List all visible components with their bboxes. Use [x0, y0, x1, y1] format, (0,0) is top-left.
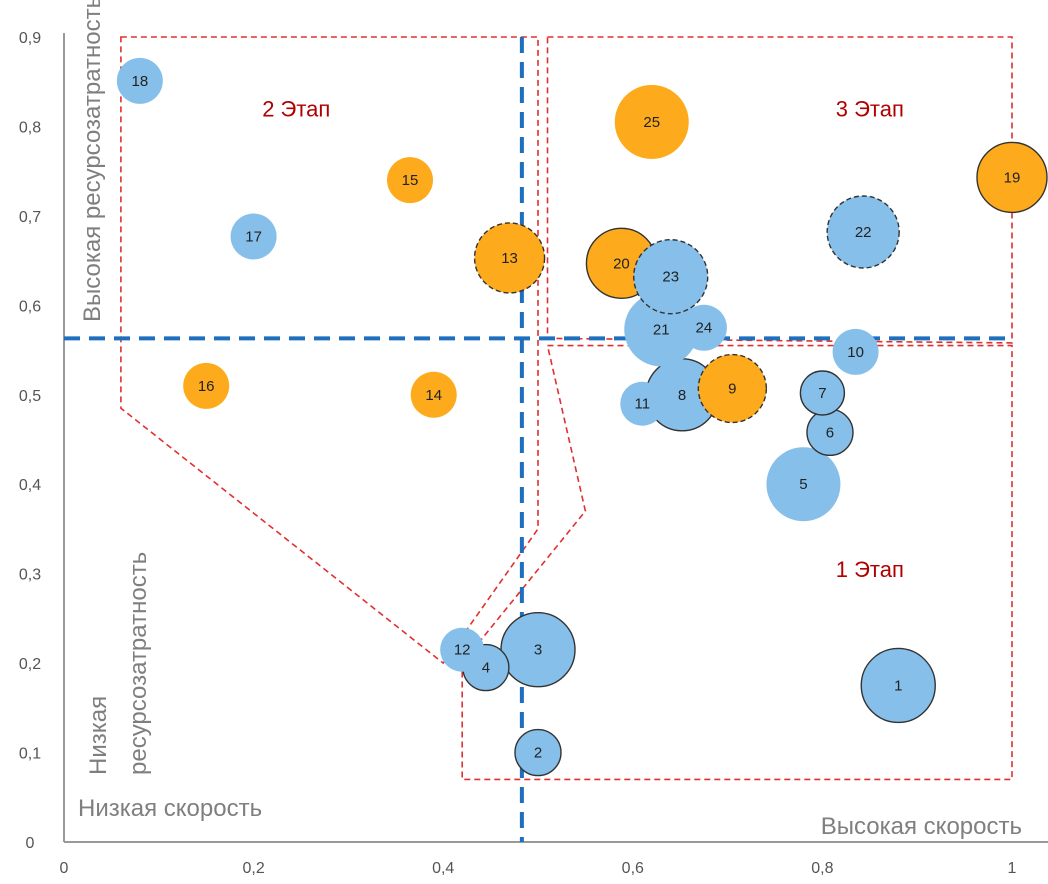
x-tick-label: 1 [1008, 860, 1017, 877]
region-stage-3 [546, 36, 1013, 344]
corner-label-high-speed: Высокая скорость [821, 813, 1022, 840]
y-tick-label: 0,3 [19, 567, 41, 584]
bubble-23 [633, 239, 709, 315]
bubble-label-21: 21 [653, 321, 670, 338]
bubble-label-19: 19 [1004, 169, 1021, 186]
stage-label: 3 Этап [836, 97, 904, 122]
bubble-17 [230, 213, 277, 260]
bubble-19 [976, 141, 1048, 214]
stage-label: 1 Этап [836, 557, 904, 582]
bubble-24 [680, 304, 727, 351]
bubble-2 [514, 728, 562, 777]
y-tick-label: 0 [26, 835, 35, 852]
bubble-9 [697, 353, 768, 424]
corner-label-high-resource: Высокая ресурсозатратность [79, 0, 106, 322]
y-tick-label: 0,6 [19, 298, 41, 315]
bubble-label-5: 5 [799, 476, 807, 493]
bubble-label-15: 15 [402, 172, 419, 189]
bubble-label-9: 9 [728, 381, 736, 398]
bubble-label-14: 14 [425, 387, 442, 404]
stage-labels: 1 Этап 2 Этап 3 Этап [262, 97, 904, 583]
bubble-label-1: 1 [894, 677, 902, 694]
bubble-label-7: 7 [818, 385, 826, 402]
y-tick-label: 0,2 [19, 656, 41, 673]
bubble-label-12: 12 [454, 642, 471, 659]
bubble-14 [410, 371, 457, 418]
bubble-7 [799, 370, 846, 416]
bubble-15 [387, 157, 434, 204]
stage-label: 2 Этап [262, 97, 330, 122]
bubble-25 [614, 84, 689, 159]
y-tick-label: 0,5 [19, 388, 41, 405]
bubble-16 [183, 362, 230, 409]
bubble-label-16: 16 [198, 378, 215, 395]
corner-label-low-speed: Низкая скорость [78, 795, 262, 822]
y-tick-label: 0,4 [19, 477, 41, 494]
x-tick-label: 0,4 [432, 860, 454, 877]
bubble-12 [440, 627, 485, 672]
threshold-lines [64, 37, 1012, 842]
bubble-label-2: 2 [534, 745, 542, 762]
y-tick-label: 0,1 [19, 746, 41, 763]
bubble-label-17: 17 [245, 228, 262, 245]
x-tick-label: 0,6 [622, 860, 644, 877]
y-tick-label: 0,8 [19, 119, 41, 136]
bubble-label-6: 6 [826, 424, 834, 441]
x-tick-label: 0,2 [242, 860, 264, 877]
bubble-label-20: 20 [613, 255, 630, 272]
bubble-1 [860, 647, 936, 724]
bubble-label-13: 13 [501, 250, 518, 267]
axes: 0 0,2 0,4 0,6 0,8 100,10,20,30,40,50,60,70,80… [19, 30, 1048, 877]
corner-label-low-resource-line2: ресурсозатратность [125, 552, 152, 775]
bubble-22 [826, 195, 900, 269]
x-tick-label: 0 [60, 860, 69, 877]
bubble-label-4: 4 [482, 660, 490, 677]
bubble-label-18: 18 [131, 73, 148, 90]
corner-label-low-resource-line1: Низкая [85, 696, 112, 775]
bubble-11 [620, 381, 665, 426]
bubble-18 [116, 57, 163, 104]
x-tick-label: 0,8 [811, 860, 833, 877]
region-stage-2 [120, 36, 539, 665]
bubble-label-22: 22 [855, 224, 872, 241]
bubble-label-25: 25 [643, 114, 660, 131]
bubble-label-11: 11 [634, 396, 650, 413]
y-tick-label: 0,7 [19, 209, 41, 226]
bubble-5 [766, 447, 841, 522]
bubble-13 [473, 222, 546, 294]
bubble-label-3: 3 [534, 642, 542, 659]
stage-regions [120, 36, 1013, 781]
y-tick-label: 0,9 [19, 30, 41, 47]
bubble-label-10: 10 [847, 344, 864, 361]
bubble-label-23: 23 [662, 269, 679, 286]
bubble-label-24: 24 [696, 320, 713, 337]
bubble-label-8: 8 [678, 387, 686, 404]
region-stage-1 [461, 344, 1013, 781]
bubble-10 [832, 328, 879, 375]
